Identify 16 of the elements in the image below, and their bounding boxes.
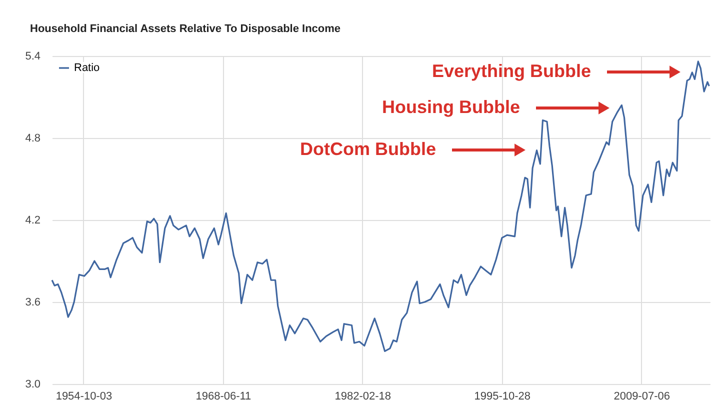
legend-label: Ratio [74, 62, 100, 74]
x-tick-label: 1982-02-18 [334, 390, 392, 400]
y-tick-label: 5.4 [25, 50, 40, 62]
annotation: Everything Bubble [432, 61, 591, 81]
annotation: Housing Bubble [382, 97, 520, 117]
y-tick-label: 3.6 [25, 296, 40, 308]
y-tick-label: 4.2 [25, 214, 40, 226]
x-tick-label: 1954-10-03 [56, 390, 112, 400]
y-tick-label: 3.0 [25, 378, 40, 390]
line-series [51, 60, 710, 352]
y-tick-label: 4.8 [25, 132, 40, 144]
annotation: DotCom Bubble [300, 139, 436, 159]
x-tick-label: 2009-07-06 [614, 390, 670, 400]
chart-title: Household Financial Assets Relative To Disposable Income [30, 23, 341, 35]
x-tick-label: 1968-06-11 [196, 390, 252, 400]
x-tick-label: 1995-10-28 [474, 390, 531, 400]
